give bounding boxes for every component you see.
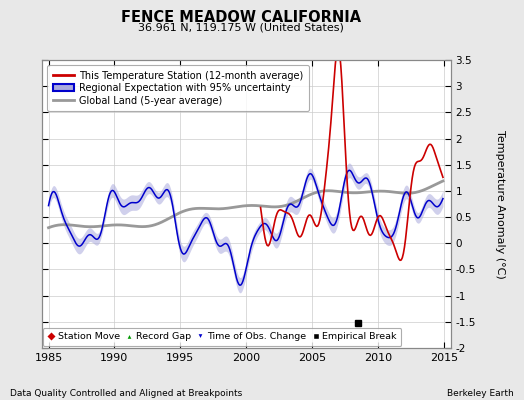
Text: 36.961 N, 119.175 W (United States): 36.961 N, 119.175 W (United States) xyxy=(138,22,344,32)
Legend: Station Move, Record Gap, Time of Obs. Change, Empirical Break: Station Move, Record Gap, Time of Obs. C… xyxy=(42,328,401,346)
Text: FENCE MEADOW CALIFORNIA: FENCE MEADOW CALIFORNIA xyxy=(121,10,361,25)
Text: Data Quality Controlled and Aligned at Breakpoints: Data Quality Controlled and Aligned at B… xyxy=(10,389,243,398)
Y-axis label: Temperature Anomaly (°C): Temperature Anomaly (°C) xyxy=(495,130,505,278)
Text: Berkeley Earth: Berkeley Earth xyxy=(447,389,514,398)
